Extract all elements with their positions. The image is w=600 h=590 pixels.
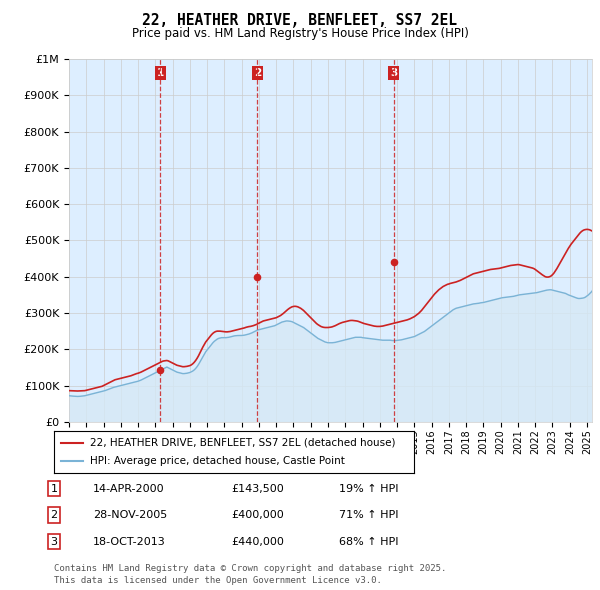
Text: 71% ↑ HPI: 71% ↑ HPI <box>339 510 398 520</box>
Text: 18-OCT-2013: 18-OCT-2013 <box>93 537 166 546</box>
Point <box>389 257 398 267</box>
Text: 3: 3 <box>390 68 397 78</box>
Text: 68% ↑ HPI: 68% ↑ HPI <box>339 537 398 546</box>
Text: 14-APR-2000: 14-APR-2000 <box>93 484 164 493</box>
Text: HPI: Average price, detached house, Castle Point: HPI: Average price, detached house, Cast… <box>90 456 345 466</box>
Text: 1: 1 <box>50 484 58 493</box>
Text: 2: 2 <box>254 68 261 78</box>
Text: £143,500: £143,500 <box>231 484 284 493</box>
Point <box>155 365 165 375</box>
Text: 2: 2 <box>50 510 58 520</box>
Text: Price paid vs. HM Land Registry's House Price Index (HPI): Price paid vs. HM Land Registry's House … <box>131 27 469 40</box>
Text: 28-NOV-2005: 28-NOV-2005 <box>93 510 167 520</box>
Text: 19% ↑ HPI: 19% ↑ HPI <box>339 484 398 493</box>
Text: £400,000: £400,000 <box>231 510 284 520</box>
Point <box>253 272 262 281</box>
Text: 3: 3 <box>50 537 58 546</box>
Text: Contains HM Land Registry data © Crown copyright and database right 2025.
This d: Contains HM Land Registry data © Crown c… <box>54 565 446 585</box>
Text: 22, HEATHER DRIVE, BENFLEET, SS7 2EL (detached house): 22, HEATHER DRIVE, BENFLEET, SS7 2EL (de… <box>90 438 395 448</box>
Text: 1: 1 <box>157 68 164 78</box>
Text: 22, HEATHER DRIVE, BENFLEET, SS7 2EL: 22, HEATHER DRIVE, BENFLEET, SS7 2EL <box>143 13 458 28</box>
Text: £440,000: £440,000 <box>231 537 284 546</box>
